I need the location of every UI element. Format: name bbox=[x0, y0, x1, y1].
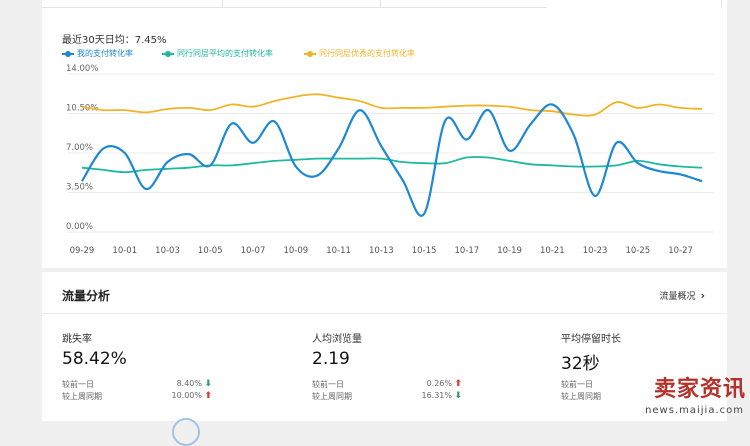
compare-label: 较前一日 bbox=[561, 380, 593, 389]
compare-label: 较上周同期 bbox=[62, 392, 102, 401]
conversion-card: 最近30天日均：7.45% 我的支付转化率 同行同层平均的支付转化率 同行同层优… bbox=[42, 0, 727, 268]
metric-pageviews-per-visitor: 人均浏览量 2.19 较前一日 0.26% ⬆ 较上周同期 16.31% ⬇ bbox=[312, 330, 522, 401]
metric-label: 人均浏览量 bbox=[312, 334, 362, 345]
legend-label: 同行同层平均的支付转化率 bbox=[177, 49, 273, 58]
x-tick-label: 10-11 bbox=[326, 246, 351, 256]
y-tick-label: 14.00% bbox=[66, 64, 98, 74]
metric-label: 跳失率 bbox=[62, 334, 92, 345]
compare-percent: 10.00% bbox=[171, 391, 202, 400]
metric-value: 2.19 bbox=[312, 349, 350, 369]
traffic-analysis-card: 流量分析 流量概况 › 跳失率 58.42% 较前一日 8.40% ⬇ 较上周同… bbox=[42, 272, 727, 446]
compare-label: 较前一日 bbox=[62, 380, 94, 389]
x-tick-label: 10-07 bbox=[241, 246, 266, 256]
arrow-up-icon: ⬆ bbox=[204, 391, 212, 401]
compare-label: 较上周同期 bbox=[561, 392, 601, 401]
x-tick-label: 09-29 bbox=[70, 246, 95, 256]
legend-item-peer-excellent[interactable]: 同行同层优秀的支付转化率 bbox=[304, 48, 415, 59]
x-tick-label: 10-01 bbox=[112, 246, 137, 256]
compare-label: 较上周同期 bbox=[312, 392, 352, 401]
arrow-up-icon: ⬆ bbox=[454, 379, 462, 389]
partial-chart-circle bbox=[172, 418, 200, 446]
tab-item-active[interactable] bbox=[546, 0, 722, 7]
compare-percent: 0.26% bbox=[426, 379, 452, 388]
x-tick-label: 10-17 bbox=[454, 246, 479, 256]
arrow-down-icon: ⬇ bbox=[204, 379, 212, 389]
x-tick-label: 10-23 bbox=[583, 246, 608, 256]
series-line-peer-average bbox=[81, 156, 703, 174]
y-tick-label: 3.50% bbox=[66, 183, 93, 193]
legend-swatch bbox=[162, 50, 174, 58]
conversion-line-chart: 0.00% 3.50% 7.00% 10.50% 14.00% 09-29 10-01 10-… bbox=[66, 64, 714, 256]
metric-value: 58.42% bbox=[62, 349, 127, 369]
legend-label: 我的支付转化率 bbox=[77, 49, 133, 58]
tab-item[interactable] bbox=[42, 0, 223, 8]
x-tick-label: 10-05 bbox=[198, 246, 223, 256]
divider bbox=[42, 313, 727, 314]
watermark-brand: 卖家资讯 bbox=[653, 377, 746, 402]
chevron-right-icon: › bbox=[700, 289, 705, 302]
metric-bounce-rate: 跳失率 58.42% 较前一日 8.40% ⬇ 较上周同期 10.00% ⬆ bbox=[62, 330, 272, 446]
x-tick-label: 10-13 bbox=[369, 246, 394, 256]
x-tick-label: 10-19 bbox=[497, 246, 522, 256]
watermark-url: news.maijia.com bbox=[645, 405, 744, 416]
watermark-logo: 卖家资讯 news.maijia.com bbox=[604, 371, 750, 421]
legend-item-peer-average[interactable]: 同行同层平均的支付转化率 bbox=[162, 48, 273, 59]
arrow-down-icon: ⬇ bbox=[454, 391, 462, 401]
legend-label: 同行同层优秀的支付转化率 bbox=[319, 49, 415, 58]
legend-item-mine[interactable]: 我的支付转化率 bbox=[62, 48, 133, 59]
traffic-overview-label: 流量概况 bbox=[659, 292, 696, 302]
x-tick-label: 10-25 bbox=[626, 246, 651, 256]
y-tick-label: 7.00% bbox=[66, 143, 93, 153]
tab-strip bbox=[42, 0, 727, 8]
compare-percent: 16.31% bbox=[421, 391, 452, 400]
metric-avg-stay-duration: 平均停留时长 32秒 较前一日 较上周同期 bbox=[561, 330, 750, 401]
x-tick-label: 10-27 bbox=[668, 246, 693, 256]
x-tick-label: 10-15 bbox=[412, 246, 437, 256]
metric-label: 平均停留时长 bbox=[561, 334, 621, 345]
series-line-mine bbox=[81, 103, 703, 217]
x-tick-label: 10-09 bbox=[283, 246, 308, 256]
series-line-peer-excellent bbox=[81, 93, 703, 117]
x-tick-label: 10-21 bbox=[540, 246, 565, 256]
x-tick-label: 10-03 bbox=[155, 246, 180, 256]
traffic-overview-link[interactable]: 流量概况 › bbox=[659, 289, 705, 302]
section-title: 流量分析 bbox=[62, 289, 111, 303]
metric-value: 32秒 bbox=[561, 354, 600, 374]
compare-label: 较前一日 bbox=[312, 380, 344, 389]
compare-percent: 8.40% bbox=[176, 379, 202, 388]
tab-item[interactable] bbox=[222, 0, 381, 8]
legend-swatch bbox=[304, 50, 316, 58]
y-tick-label: 0.00% bbox=[66, 222, 93, 232]
y-tick-label: 10.50% bbox=[66, 104, 98, 114]
legend-swatch bbox=[62, 50, 74, 58]
daily-average-label: 最近30天日均：7.45% bbox=[62, 35, 167, 46]
